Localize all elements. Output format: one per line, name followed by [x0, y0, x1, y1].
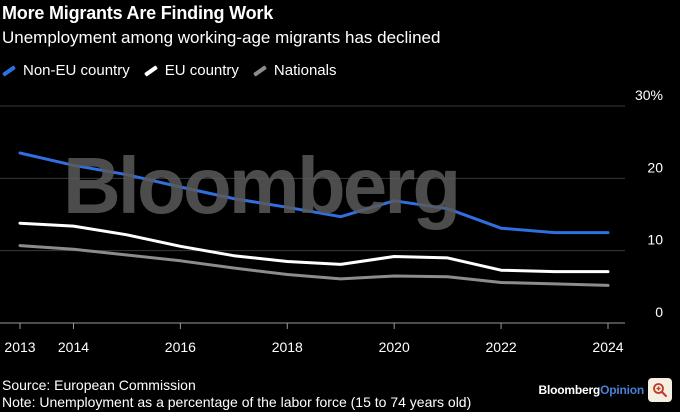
y-tick-labels: 0 10 20 30% — [635, 87, 663, 320]
x-tick-label-2013: 2013 — [4, 339, 35, 355]
legend-label-non-eu: Non-EU country — [23, 62, 130, 79]
x-tick-label-2020: 2020 — [379, 339, 410, 355]
x-tick-label-2018: 2018 — [272, 339, 303, 355]
series-line-nationals — [18, 244, 610, 287]
footnote: Note: Unemployment as a percentage of th… — [2, 394, 472, 410]
series-line-non-eu-country — [18, 151, 610, 235]
x-tick-label-2024: 2024 — [592, 339, 623, 355]
x-tick-label-2014: 2014 — [58, 339, 89, 355]
brand-main: Bloomberg — [538, 383, 601, 397]
legend-label-nationals: Nationals — [273, 62, 337, 79]
zoom-button[interactable] — [648, 378, 672, 402]
legend-item-non-eu: Non-EU country — [2, 62, 130, 79]
bloomberg-opinion-logo: BloombergOpinion — [538, 383, 645, 397]
chart-subtitle: Unemployment among working-age migrants … — [2, 28, 441, 47]
legend-item-eu: EU country — [143, 62, 239, 79]
source-note: Source: European Commission — [2, 377, 196, 393]
legend: Non-EU country EU country Nationals — [2, 62, 350, 79]
x-tick-label-2016: 2016 — [165, 339, 196, 355]
y-tick-label-2: 20 — [647, 159, 663, 175]
zoom-in-icon — [653, 383, 667, 397]
bloomberg-watermark: Bloomberg — [63, 141, 461, 230]
grid-layer — [0, 105, 625, 324]
series-line-eu-country — [18, 221, 610, 274]
x-tick-label-2022: 2022 — [486, 339, 517, 355]
legend-label-eu: EU country — [164, 62, 239, 79]
brand-accent: Opinion — [600, 383, 644, 397]
y-tick-label-3: 30% — [635, 87, 663, 103]
y-tick-label-1: 10 — [647, 232, 663, 248]
chart-title: More Migrants Are Finding Work — [2, 3, 274, 23]
x-tick-labels: 2013 2014 2016 2018 2020 2022 2024 — [4, 323, 624, 355]
legend-item-nationals: Nationals — [253, 62, 337, 79]
y-tick-label-0: 0 — [655, 304, 663, 320]
series-layer — [18, 151, 610, 287]
